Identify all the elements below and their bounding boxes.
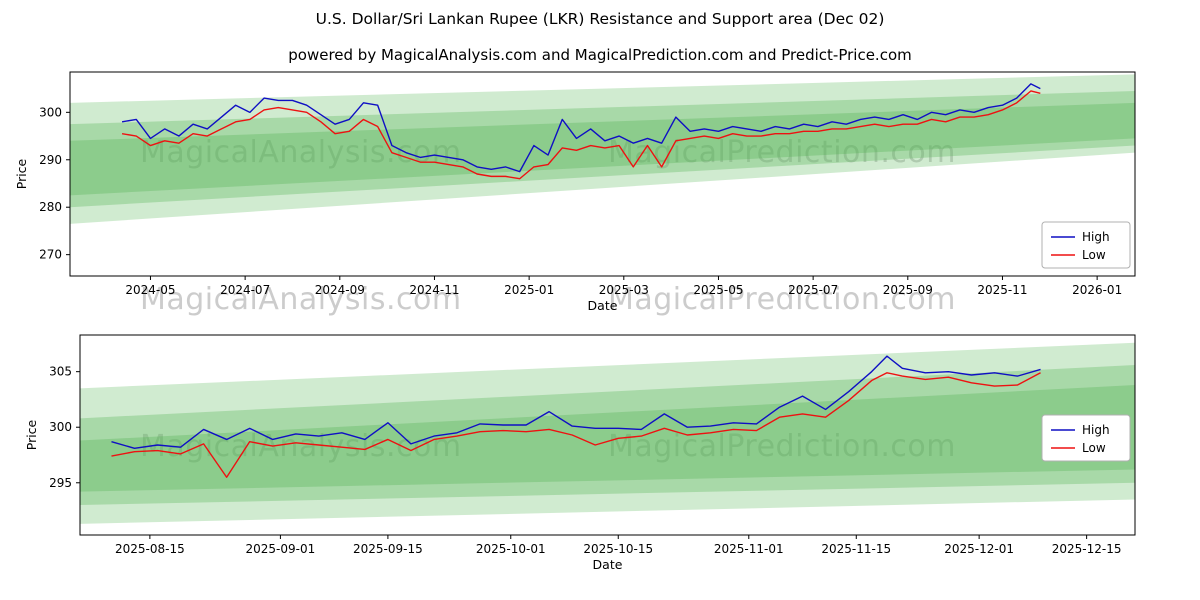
axis-text: 2024-09 <box>315 283 365 297</box>
support-resistance-band <box>80 365 1135 505</box>
legend-label: Low <box>1082 248 1106 262</box>
support-resistance-band <box>70 90 1135 208</box>
axis-text: 2025-09 <box>883 283 933 297</box>
y-axis-label: Price <box>24 419 39 450</box>
axis-text: 300 <box>49 420 72 434</box>
watermark-text: MagicalPrediction.com <box>608 282 956 317</box>
plot-frame <box>79 334 1136 536</box>
axis-text: 2026-01 <box>1072 283 1122 297</box>
support-resistance-band <box>70 74 1135 224</box>
axis-text: 2025-10-15 <box>583 542 653 556</box>
high-price-line <box>111 355 1041 450</box>
legend-box <box>1041 221 1131 269</box>
high-price-line <box>121 83 1041 173</box>
axis-text: 300 <box>39 105 62 119</box>
axis-text: 2024-11 <box>409 283 459 297</box>
axis-text: 2025-11-15 <box>821 542 891 556</box>
y-axis-label: Price <box>14 158 29 189</box>
axis-text: Date <box>588 298 618 313</box>
axis-text: 290 <box>39 153 62 167</box>
low-price-line <box>121 90 1041 180</box>
support-resistance-band <box>80 385 1135 492</box>
axis-text: 270 <box>39 248 62 262</box>
chart-title: U.S. Dollar/Sri Lankan Rupee (LKR) Resis… <box>315 10 885 28</box>
axis-text: 2025-11 <box>977 283 1027 297</box>
plot-frame <box>69 71 1136 277</box>
legend-label: High <box>1082 423 1110 437</box>
watermark-text: MagicalAnalysis.com <box>140 282 462 317</box>
axis-text: 2025-03 <box>599 283 649 297</box>
axis-text: 2025-08-15 <box>115 542 185 556</box>
axis-text: 2025-12-01 <box>944 542 1014 556</box>
axis-text: 2025-07 <box>788 283 838 297</box>
axis-text: 2025-01 <box>504 283 554 297</box>
legend-label: Low <box>1082 441 1106 455</box>
chart-subtitle: powered by MagicalAnalysis.com and Magic… <box>288 46 912 64</box>
top-price-chart: 2024-05 2024-07 2024-09 2024-11 2025-01 2025-… <box>14 71 1136 313</box>
axis-text: 305 <box>49 365 72 379</box>
axis-text: 2025-12-15 <box>1052 542 1122 556</box>
axis-text: 2025-10-01 <box>476 542 546 556</box>
axis-text: Date <box>593 557 623 572</box>
watermark-text: MagicalPrediction.com <box>608 429 956 464</box>
legend-box <box>1041 414 1131 462</box>
low-price-line <box>111 372 1041 478</box>
axis-text: 295 <box>49 476 72 490</box>
axis-text: 2024-05 <box>125 283 175 297</box>
axis-text: 2025-09-01 <box>246 542 316 556</box>
axis-text: 2025-09-15 <box>353 542 423 556</box>
support-resistance-band <box>80 342 1135 524</box>
axis-text: 2025-11-01 <box>714 542 784 556</box>
legend-label: High <box>1082 230 1110 244</box>
bottom-price-chart: 2025-08-15 2025-09-01 2025-09-15 2025-10-01… <box>24 334 1136 572</box>
axis-text: 2025-05 <box>693 283 743 297</box>
axis-text: 2024-07 <box>220 283 270 297</box>
support-resistance-band <box>70 102 1135 196</box>
watermark-text: MagicalPrediction.com <box>608 135 956 170</box>
axis-text: 280 <box>39 200 62 214</box>
